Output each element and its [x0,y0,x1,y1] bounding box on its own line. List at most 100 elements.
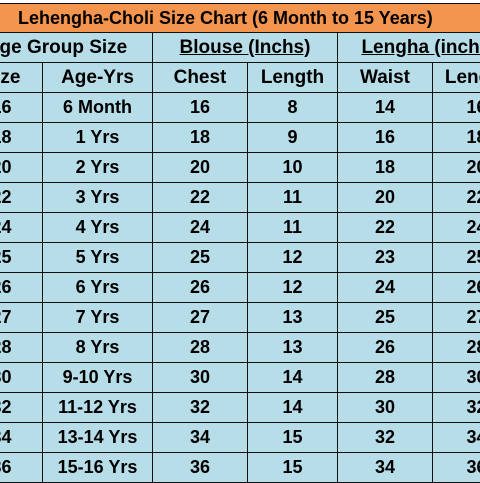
waist-cell: 16 [337,122,433,153]
age-cell: 15-16 Yrs [42,452,153,483]
blouse-length-cell: 12 [247,272,338,303]
size-cell: 16 [0,92,43,123]
waist-cell: 24 [337,272,433,303]
chest-cell: 27 [152,302,248,333]
blouse-length-cell: 15 [247,452,338,483]
waist-cell: 18 [337,152,433,183]
table-row: 166 Month1681416 [0,92,480,123]
age-cell: 6 Yrs [42,272,153,303]
waist-cell: 20 [337,182,433,213]
chest-cell: 18 [152,122,248,153]
table-row: 202 Yrs20101820 [0,152,480,183]
chest-cell: 32 [152,392,248,423]
waist-cell: 34 [337,452,433,483]
size-cell: 32 [0,392,43,423]
age-cell: 3 Yrs [42,182,153,213]
lengha-length-cell: 25 [431,242,480,273]
lengha-length-cell: 28 [431,332,480,363]
size-cell: 26 [0,272,43,303]
age-cell: 5 Yrs [42,242,153,273]
group-header-row: Age Group Size Blouse (Inchs) Lengha (in… [0,32,480,63]
size-cell: 24 [0,212,43,243]
size-cell: 27 [0,302,43,333]
blouse-length-cell: 8 [247,92,338,123]
blouse-length-cell: 13 [247,302,338,333]
table-row: 266 Yrs26122426 [0,272,480,303]
title-row: Lehengha-Choli Size Chart (6 Month to 15… [0,3,480,33]
waist-cell: 32 [337,422,433,453]
blouse-length-cell: 11 [247,182,338,213]
table-row: 288 Yrs28132628 [0,332,480,363]
age-cell: 1 Yrs [42,122,153,153]
lengha-length-cell: 18 [431,122,480,153]
column-header-blouse-length: Length [247,62,338,93]
chest-cell: 16 [152,92,248,123]
column-header-waist: Waist [337,62,433,93]
column-header-chest: Chest [152,62,248,93]
size-cell: 36 [0,452,43,483]
blouse-length-cell: 9 [247,122,338,153]
size-cell: 30 [0,362,43,393]
blouse-length-cell: 11 [247,212,338,243]
column-header-row: Size Age-Yrs Chest Length Waist Length [0,62,480,93]
waist-cell: 28 [337,362,433,393]
table-row: 255 Yrs25122325 [0,242,480,273]
table-row: 223 Yrs22112022 [0,182,480,213]
age-cell: 7 Yrs [42,302,153,333]
lengha-length-cell: 16 [431,92,480,123]
waist-cell: 25 [337,302,433,333]
blouse-length-cell: 14 [247,392,338,423]
blouse-length-cell: 13 [247,332,338,363]
size-cell: 22 [0,182,43,213]
lengha-length-cell: 26 [431,272,480,303]
lengha-length-cell: 20 [431,152,480,183]
table-row: 244 Yrs24112224 [0,212,480,243]
chest-cell: 25 [152,242,248,273]
group-header-lengha: Lengha (inchs) [336,32,480,63]
waist-cell: 26 [337,332,433,363]
chest-cell: 26 [152,272,248,303]
group-header-blouse: Blouse (Inchs) [152,32,338,63]
blouse-length-cell: 10 [247,152,338,183]
column-header-lengha-length: Length [431,62,480,93]
chest-cell: 36 [152,452,248,483]
chest-cell: 20 [152,152,248,183]
column-header-size: Size [0,62,43,93]
chest-cell: 34 [152,422,248,453]
chest-cell: 30 [152,362,248,393]
blouse-length-cell: 15 [247,422,338,453]
chest-cell: 22 [152,182,248,213]
lengha-length-cell: 36 [431,452,480,483]
lengha-length-cell: 30 [431,362,480,393]
table-row: 277 Yrs27132527 [0,302,480,333]
size-cell: 25 [0,242,43,273]
age-cell: 11-12 Yrs [42,392,153,423]
group-header-age: Age Group Size [0,32,153,63]
blouse-length-cell: 14 [247,362,338,393]
chest-cell: 28 [152,332,248,363]
chart-title: Lehengha-Choli Size Chart (6 Month to 15… [0,3,480,33]
lengha-length-cell: 34 [431,422,480,453]
blouse-length-cell: 12 [247,242,338,273]
age-cell: 8 Yrs [42,332,153,363]
waist-cell: 22 [337,212,433,243]
table-row: 181 Yrs1891618 [0,122,480,153]
waist-cell: 30 [337,392,433,423]
age-cell: 2 Yrs [42,152,153,183]
waist-cell: 14 [337,92,433,123]
chest-cell: 24 [152,212,248,243]
age-cell: 4 Yrs [42,212,153,243]
lengha-length-cell: 27 [431,302,480,333]
size-chart-table: Lehengha-Choli Size Chart (6 Month to 15… [0,3,480,483]
column-header-age: Age-Yrs [42,62,153,93]
size-cell: 20 [0,152,43,183]
size-cell: 18 [0,122,43,153]
size-cell: 34 [0,422,43,453]
age-cell: 6 Month [42,92,153,123]
lengha-length-cell: 24 [431,212,480,243]
lengha-length-cell: 22 [431,182,480,213]
